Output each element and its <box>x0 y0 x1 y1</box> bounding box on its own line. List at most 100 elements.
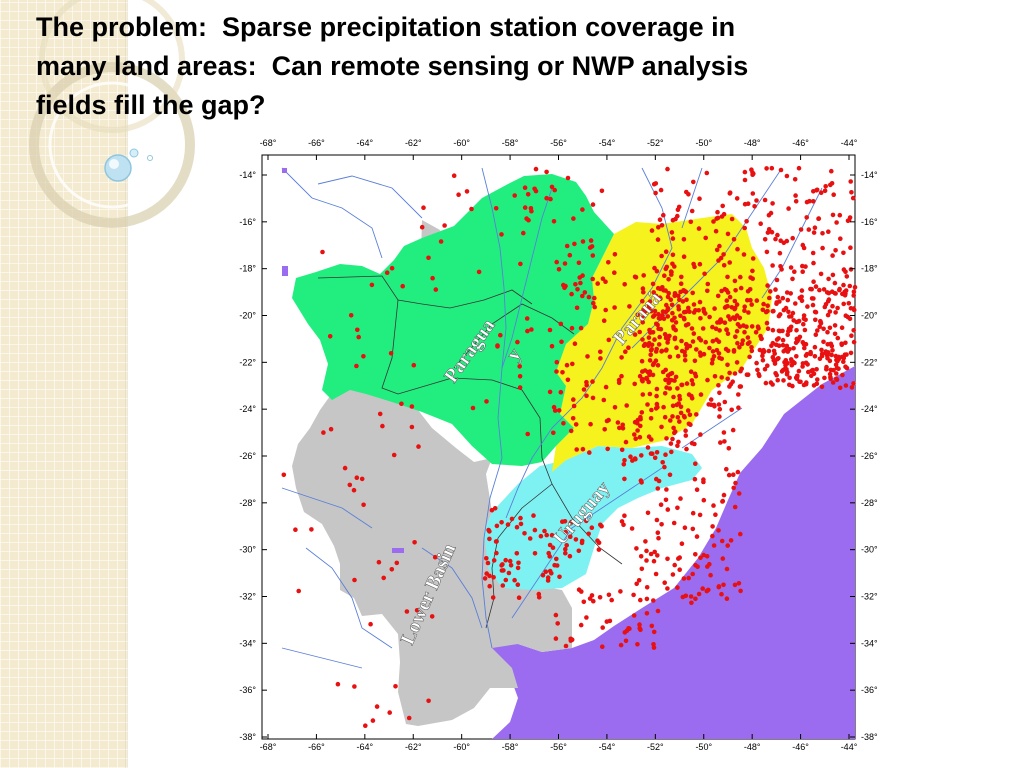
station-dot <box>793 301 798 306</box>
station-dot <box>814 381 820 387</box>
station-dot <box>487 529 492 534</box>
station-dot <box>762 366 768 372</box>
station-dot <box>665 294 671 300</box>
station-dot <box>755 367 760 373</box>
station-dot <box>508 563 514 568</box>
station-dot <box>773 342 779 347</box>
station-dot <box>637 434 643 440</box>
station-dot <box>581 387 587 392</box>
station-dot <box>841 250 846 256</box>
station-dot <box>573 537 579 542</box>
station-dot <box>644 308 649 313</box>
station-dot <box>670 261 675 267</box>
station-dot <box>829 168 834 174</box>
station-dot <box>657 334 662 340</box>
station-dot <box>522 531 527 536</box>
station-dot <box>849 190 854 195</box>
station-dot <box>844 352 849 357</box>
station-dot <box>804 351 810 357</box>
station-dot <box>673 320 679 325</box>
station-dot <box>810 302 816 308</box>
lat-label-right: -26° <box>861 451 878 461</box>
station-dot <box>830 380 836 385</box>
station-dot <box>725 274 730 280</box>
station-dot <box>676 439 681 445</box>
station-dot <box>747 354 752 360</box>
station-dot <box>640 392 646 397</box>
station-dot <box>569 325 575 331</box>
station-dot <box>620 422 625 428</box>
station-dot <box>774 301 779 306</box>
station-dot <box>827 309 833 314</box>
station-dot <box>602 427 607 432</box>
station-dot <box>569 637 575 642</box>
station-dot <box>656 342 662 347</box>
station-dot <box>638 414 643 420</box>
station-dot <box>733 288 738 293</box>
station-dot <box>798 227 804 232</box>
station-dot <box>612 405 618 410</box>
slide-title-line-1: The problem: Sparse precipitation statio… <box>36 12 736 42</box>
station-dot <box>793 193 798 198</box>
station-dot <box>830 303 835 309</box>
station-dot <box>745 335 751 340</box>
station-dot <box>576 260 582 266</box>
station-dot <box>619 355 624 360</box>
station-dot <box>712 374 718 379</box>
station-dot <box>823 351 829 356</box>
station-dot <box>803 264 808 269</box>
station-dot <box>659 253 664 259</box>
station-dot <box>554 369 559 374</box>
station-dot <box>654 476 659 482</box>
station-dot <box>603 279 608 284</box>
station-dot <box>788 265 794 270</box>
station-dot <box>580 273 585 278</box>
station-dot <box>841 359 846 364</box>
station-dot <box>834 377 840 382</box>
station-dot <box>738 531 743 537</box>
station-dot <box>806 369 811 375</box>
station-dot <box>600 276 606 281</box>
station-dot <box>689 396 695 401</box>
station-dot <box>670 572 676 577</box>
station-dot <box>554 556 559 562</box>
station-dot <box>394 560 400 566</box>
station-dot <box>848 306 854 311</box>
station-dot <box>704 170 710 176</box>
station-dot <box>837 287 842 293</box>
station-dot <box>632 332 638 337</box>
station-dot <box>678 281 684 286</box>
lon-label-top: -62° <box>405 138 422 148</box>
station-dot <box>664 302 669 308</box>
map-figure: Paragua y Paraná Uruguay Lower Basin -68… <box>222 128 898 756</box>
station-dot <box>631 613 637 618</box>
station-dot <box>653 190 658 196</box>
station-dot <box>783 305 789 311</box>
station-dot <box>675 386 680 391</box>
station-dot <box>697 299 703 305</box>
station-dot <box>710 349 716 354</box>
station-dot <box>647 299 653 304</box>
station-dot <box>748 275 753 280</box>
station-dot <box>769 229 775 235</box>
station-dot <box>778 264 783 269</box>
station-dot <box>670 310 675 316</box>
station-dot <box>529 208 534 214</box>
station-dot <box>675 415 681 420</box>
station-dot <box>558 389 564 395</box>
station-dot <box>567 553 573 559</box>
station-dot <box>785 297 791 303</box>
station-dot <box>526 217 531 223</box>
station-dot <box>647 391 653 397</box>
station-dot <box>668 297 674 302</box>
station-dot <box>648 308 654 314</box>
station-dot <box>660 285 665 290</box>
station-dot <box>494 539 499 544</box>
station-dot <box>756 326 761 331</box>
station-dot <box>725 376 730 382</box>
station-dot <box>335 681 341 687</box>
station-dot <box>709 360 715 366</box>
station-dot <box>556 408 562 413</box>
station-dot <box>584 393 589 399</box>
station-dot <box>388 351 394 356</box>
